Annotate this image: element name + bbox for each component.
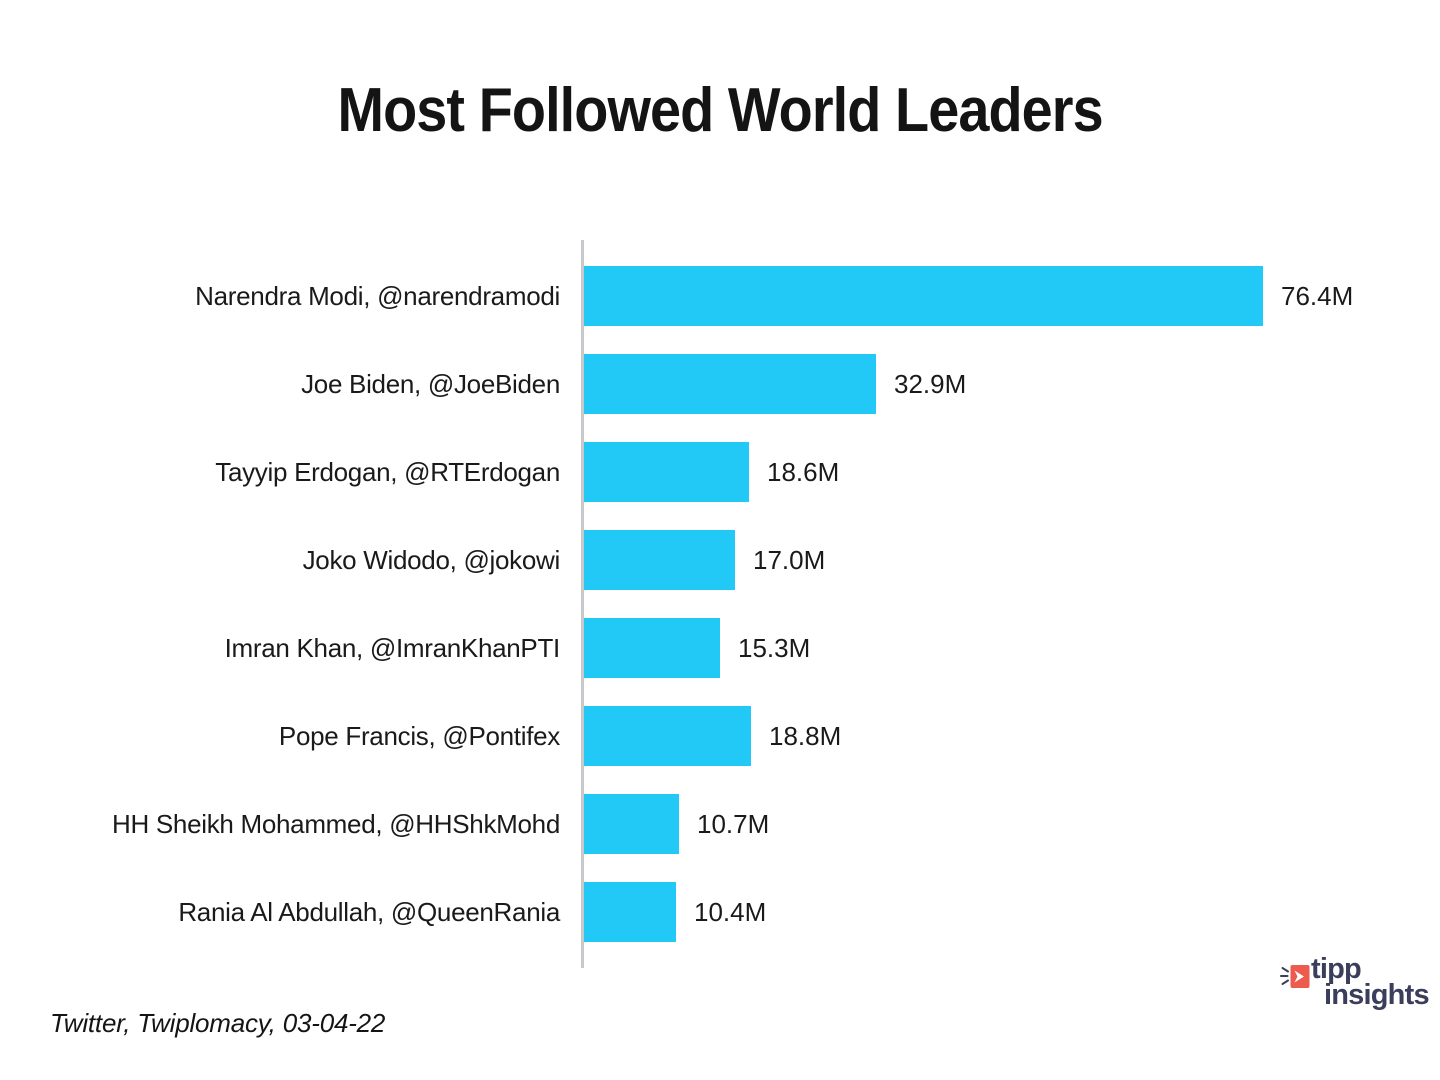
- category-label: Imran Khan, @ImranKhanPTI: [224, 632, 561, 663]
- bar: [584, 266, 1263, 326]
- chart-row: Narendra Modi, @narendramodi 76.4M: [0, 252, 1440, 340]
- bar-chart: Narendra Modi, @narendramodi 76.4M Joe Bid…: [0, 240, 1440, 968]
- value-label: 10.7M: [697, 808, 770, 839]
- chart-row: Joko Widodo, @jokowi 17.0M: [0, 516, 1440, 604]
- value-label: 18.8M: [769, 720, 842, 751]
- bar: [584, 530, 735, 590]
- bar: [584, 882, 676, 942]
- bar-track: 18.8M: [584, 692, 841, 780]
- value-label: 18.6M: [767, 456, 840, 487]
- bar: [584, 442, 749, 502]
- chart-row: Joe Biden, @JoeBiden 32.9M: [0, 340, 1440, 428]
- bar-track: 10.4M: [584, 868, 766, 956]
- chart-title: Most Followed World Leaders: [337, 76, 1103, 145]
- bar-track: 76.4M: [584, 252, 1353, 340]
- chart-row: HH Sheikh Mohammed, @HHShkMohd 10.7M: [0, 780, 1440, 868]
- category-label: Tayyip Erdogan, @RTErdogan: [215, 456, 560, 487]
- logo-word-insights: insights: [1324, 979, 1430, 1011]
- bar-track: 17.0M: [584, 516, 825, 604]
- y-axis-line: [581, 240, 584, 968]
- value-label: 32.9M: [894, 368, 967, 399]
- bar-track: 18.6M: [584, 428, 839, 516]
- value-label: 15.3M: [738, 632, 811, 663]
- category-label: Joko Widodo, @jokowi: [302, 544, 561, 575]
- bar: [584, 354, 876, 414]
- logo-word-tipp: tipp: [1311, 953, 1362, 985]
- bar: [584, 794, 679, 854]
- chart-row: Tayyip Erdogan, @RTErdogan 18.6M: [0, 428, 1440, 516]
- chart-row: Imran Khan, @ImranKhanPTI 15.3M: [0, 604, 1440, 692]
- bar-track: 15.3M: [584, 604, 810, 692]
- chart-row: Rania Al Abdullah, @QueenRania 10.4M: [0, 868, 1440, 956]
- category-label: HH Sheikh Mohammed, @HHShkMohd: [111, 808, 560, 839]
- value-label: 10.4M: [694, 896, 767, 927]
- category-label: Pope Francis, @Pontifex: [278, 720, 560, 751]
- value-label: 17.0M: [753, 544, 826, 575]
- bar-track: 32.9M: [584, 340, 966, 428]
- category-label: Rania Al Abdullah, @QueenRania: [178, 896, 560, 927]
- category-label: Joe Biden, @JoeBiden: [301, 368, 560, 399]
- bar: [584, 618, 720, 678]
- title-container: Most Followed World Leaders: [0, 78, 1440, 143]
- bar: [584, 706, 751, 766]
- source-note: Twitter, Twiplomacy, 03-04-22: [50, 1008, 386, 1038]
- chart-rows: Narendra Modi, @narendramodi 76.4M Joe Bid…: [0, 252, 1440, 956]
- category-label: Narendra Modi, @narendramodi: [195, 280, 560, 311]
- chart-row: Pope Francis, @Pontifex 18.8M: [0, 692, 1440, 780]
- tipp-insights-logo: tipp insights: [1280, 953, 1430, 1011]
- logo-wordmark: tipp insights: [1311, 953, 1430, 1011]
- value-label: 76.4M: [1281, 280, 1354, 311]
- bar-track: 10.7M: [584, 780, 769, 868]
- tipp-insights-logo-icon: [1280, 963, 1310, 991]
